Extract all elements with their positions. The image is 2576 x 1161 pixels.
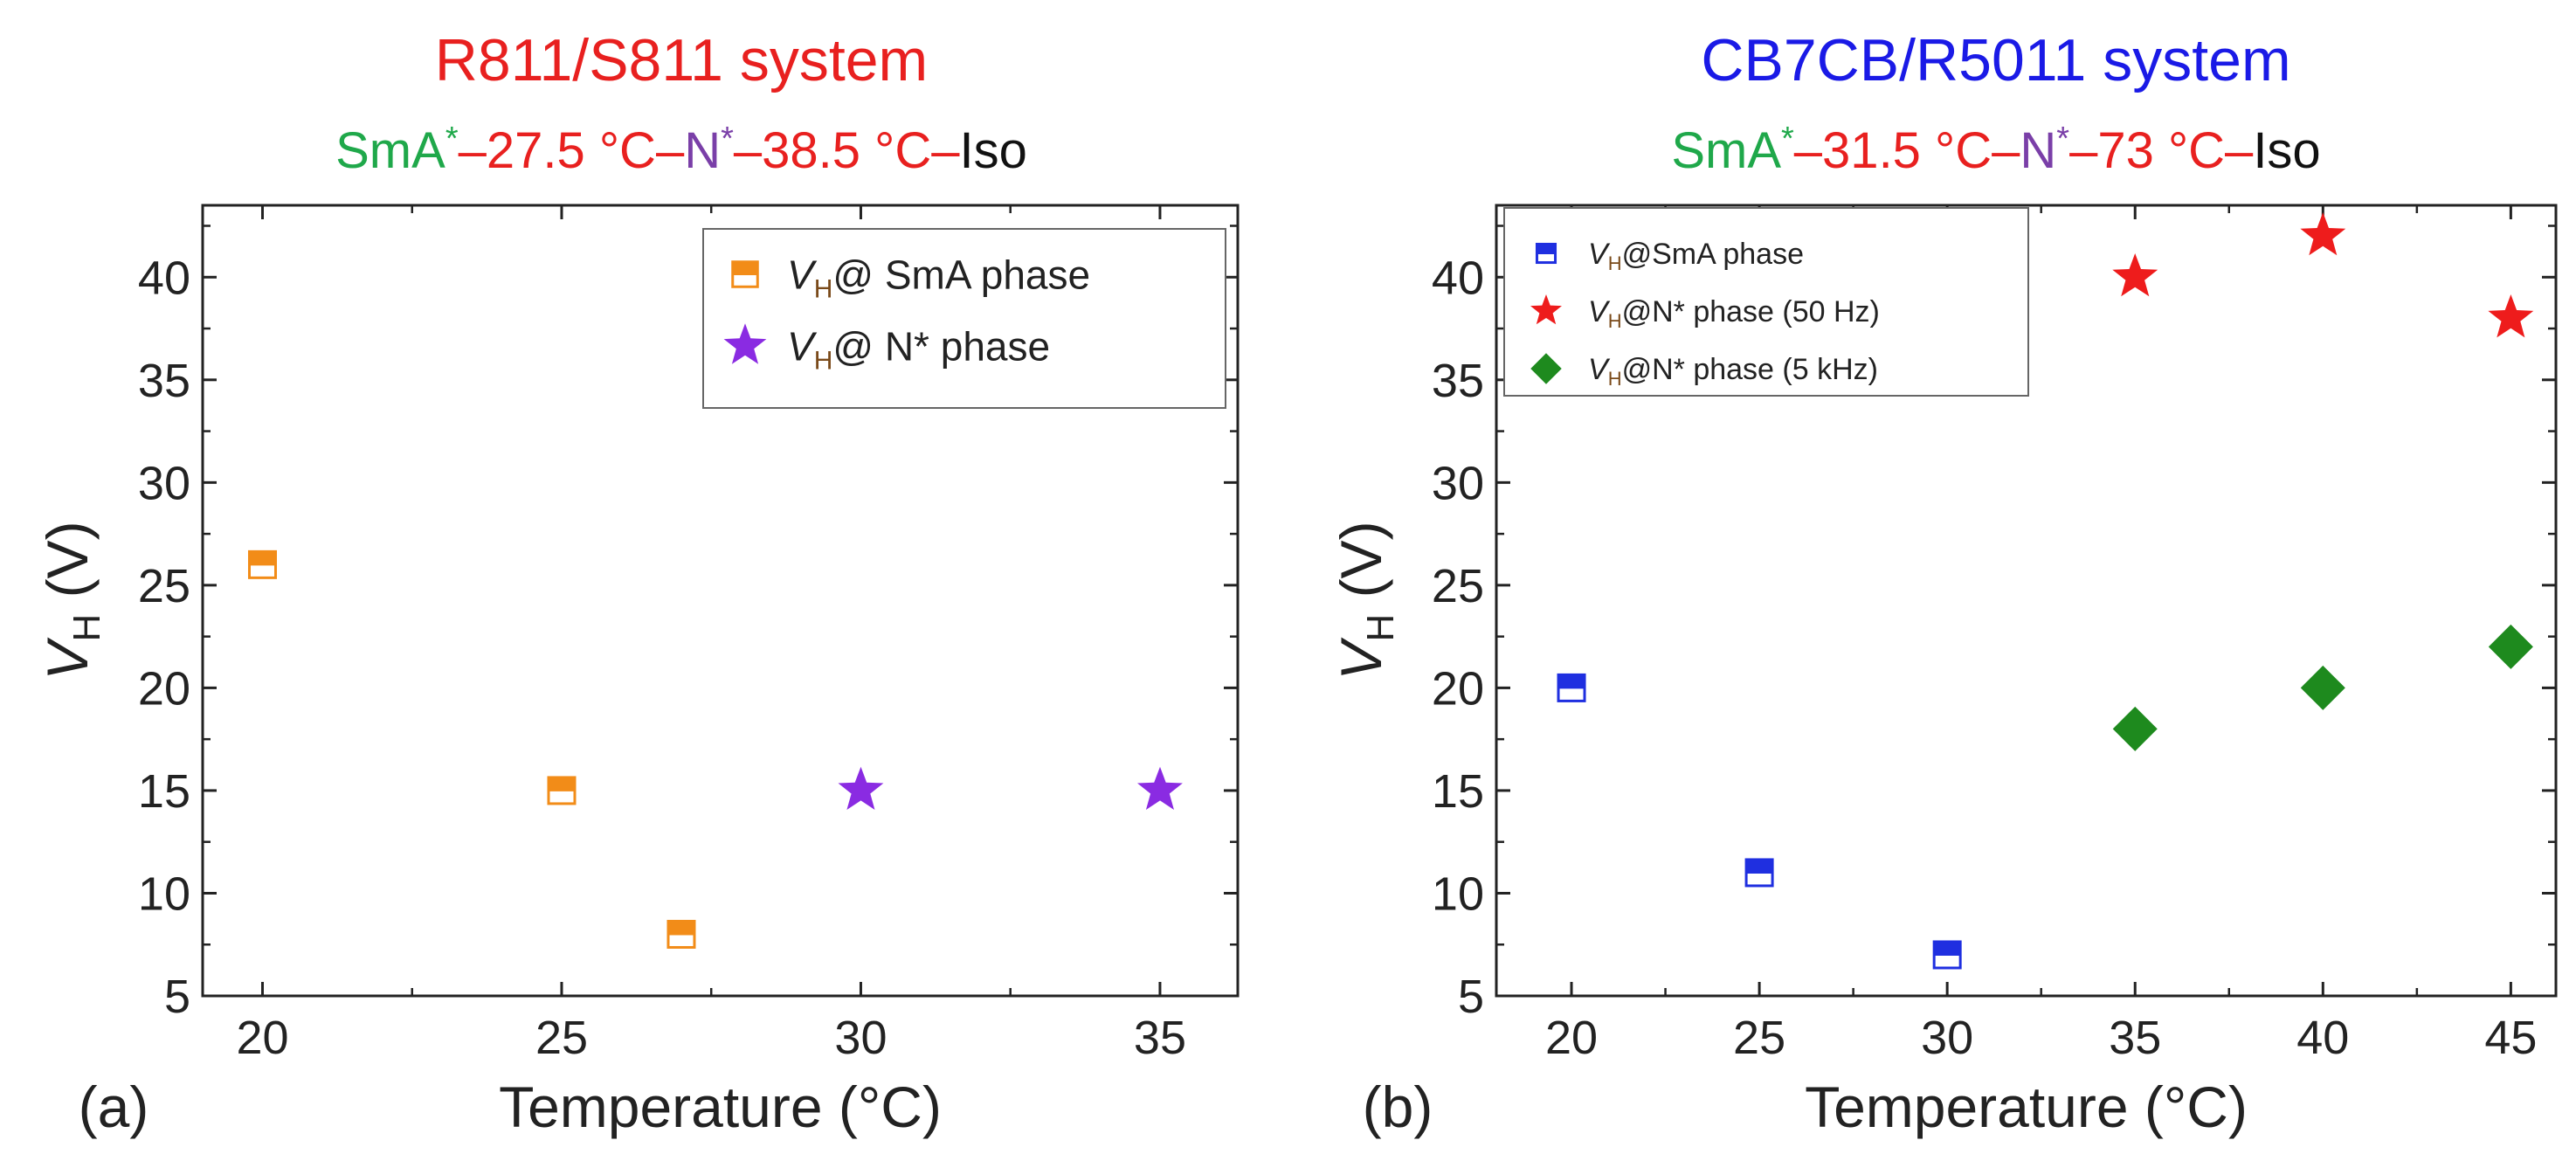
phase-sequence: SmA*–31.5 °C–N*–73 °C–Iso [1671,121,2320,179]
y-axis: 5 10 15 20 25 30 35 40 [1432,225,2556,1023]
y-tick-label: 25 [138,560,190,612]
panel-letter: (b) [1363,1075,1433,1139]
y-tick-label: 40 [1432,252,1484,304]
x-axis-label: Temperature (°C) [1805,1075,2248,1139]
y-tick-label: 30 [138,457,190,509]
y-tick-label: 25 [1432,560,1484,612]
point-2-1 [2300,665,2345,710]
legend-label: VH@N* phase (50 Hz) [1588,295,1880,332]
data-points [247,549,1183,949]
legend-marker-0-fill [1537,244,1556,253]
x-tick-label: 35 [2109,1012,2161,1064]
point-0-2 [1932,940,1962,970]
y-tick-label: 15 [1432,765,1484,818]
point-0-0-fill [1558,674,1585,688]
x-tick-label: 20 [1545,1012,1598,1064]
chart-title: CB7CB/R5011 system [1701,27,2290,93]
y-tick-label: 20 [1432,662,1484,715]
legend-marker-1 [723,323,767,364]
x-tick-label: 45 [2484,1012,2537,1064]
x-tick-label: 20 [236,1012,288,1064]
legend-marker-2 [1530,353,1562,384]
y-axis: 5 10 15 20 25 30 35 40 [138,225,1238,1023]
chart-title: R811/S811 system [435,27,928,93]
y-tick-label: 20 [138,662,190,715]
x-tick-label: 40 [2296,1012,2349,1064]
point-1-2 [2488,294,2534,338]
y-tick-label: 10 [1432,867,1484,920]
point-0-0 [247,549,277,579]
y-tick-label: 10 [138,867,190,920]
point-0-1 [1744,858,1774,888]
legend-label: VH@N* phase (5 kHz) [1588,353,1878,390]
y-tick-label: 30 [1432,457,1484,509]
point-1-0 [838,766,884,810]
point-2-2 [2488,624,2533,669]
chart-panel-b: CB7CB/R5011 system SmA*–31.5 °C–N*–73 °C–… [1329,27,2558,1139]
point-2-0 [2112,706,2158,751]
legend-label: VH@SmA phase [1588,238,1804,274]
x-axis: 20 25 30 35 40 45 [1545,205,2537,1064]
y-axis-label: VH (V) [1329,521,1402,680]
legend-box [702,228,1226,409]
point-0-2-fill [667,921,694,935]
plot-frame [201,204,1240,998]
legend-label: VH@ SmA phase [787,252,1090,304]
x-tick-label: 35 [1134,1012,1186,1064]
y-tick-label: 40 [138,252,190,304]
data-points [1557,212,2534,970]
point-0-0-fill [249,551,276,565]
x-tick-label: 25 [535,1012,588,1064]
panel-letter: (a) [79,1075,149,1139]
legend-marker-0 [1535,242,1557,265]
point-1-1 [2300,212,2346,256]
point-0-0 [1557,673,1586,702]
y-tick-label: 15 [138,765,190,818]
legend-marker-1 [1530,294,1562,325]
point-1-0 [2112,253,2158,297]
phase-sequence: SmA*–27.5 °C–N*–38.5 °C–Iso [335,121,1027,179]
x-axis: 20 25 30 35 [236,205,1186,1064]
y-tick-label: 35 [1432,355,1484,407]
x-tick-label: 30 [834,1012,887,1064]
point-0-1 [547,776,577,805]
legend: VH@SmA phase VH@N* phase (50 Hz) VH@N* pha… [1503,207,2029,397]
y-tick-label: 5 [1458,971,1484,1023]
x-tick-label: 30 [1921,1012,1973,1064]
point-0-2 [666,919,696,949]
chart-panel-a: R811/S811 system SmA*–27.5 °C–N*–38.5 °C–… [35,27,1240,1139]
legend-label: VH@ N* phase [787,324,1050,376]
plot-frame [1495,204,2558,998]
y-tick-label: 5 [164,971,190,1023]
point-1-1 [1137,766,1183,810]
legend-marker-0 [731,260,759,288]
x-tick-label: 25 [1733,1012,1785,1064]
x-axis-label: Temperature (°C) [499,1075,942,1139]
point-0-1-fill [1746,859,1773,873]
y-axis-label: VH (V) [35,521,108,680]
point-0-1-fill [548,777,575,791]
y-tick-label: 35 [138,355,190,407]
legend-box [1503,207,2029,397]
legend: VH@ SmA phase VH@ N* phase [702,228,1226,409]
point-0-2-fill [1934,941,1961,955]
legend-marker-0-fill [732,261,758,274]
